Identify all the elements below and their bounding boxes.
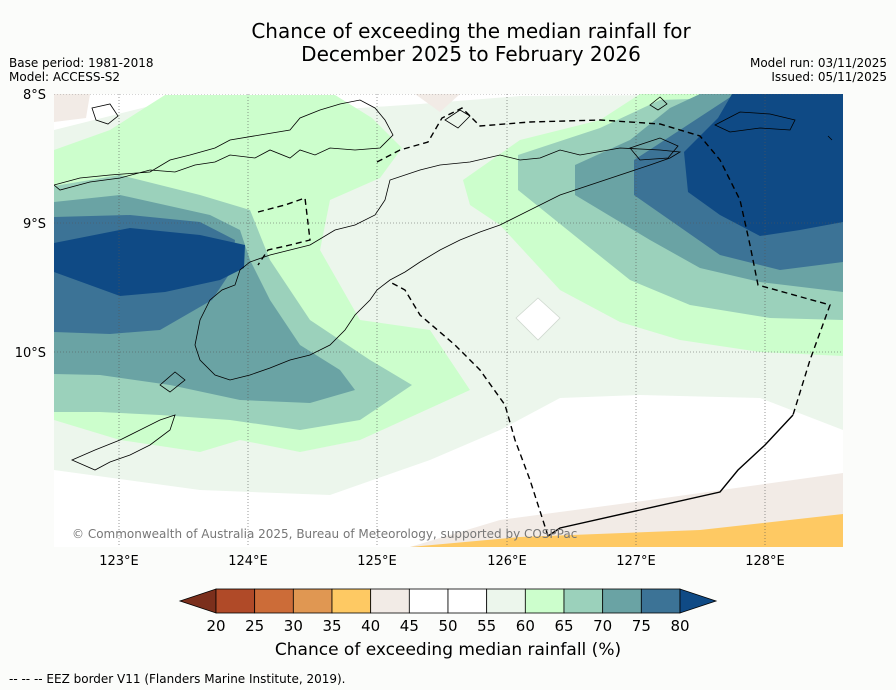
lon-label-124e: 124°E bbox=[228, 554, 268, 569]
colorbar-segment-35-40 bbox=[331, 588, 372, 614]
band-40-45-northwest bbox=[54, 94, 90, 122]
colorbar-segment-50-55 bbox=[447, 588, 488, 614]
lat-label-8s: 8°S bbox=[23, 88, 46, 103]
model-run: Model run: 03/11/2025 bbox=[749, 56, 887, 70]
wetar-coast bbox=[714, 111, 796, 133]
lon-label-127e: 127°E bbox=[616, 554, 656, 569]
map-title: Chance of exceeding the median rainfall … bbox=[0, 20, 896, 66]
colorbar-segment-75-80 bbox=[640, 588, 681, 614]
eez-border-south bbox=[547, 414, 794, 537]
colorbar-tick-75: 75 bbox=[632, 617, 651, 635]
colorbar-segment-55-60 bbox=[486, 588, 526, 614]
colorbar-tick-55: 55 bbox=[477, 617, 496, 635]
lon-label-125e: 125°E bbox=[357, 554, 397, 569]
semau-coast bbox=[159, 371, 186, 393]
longitude-labels: 123°E 124°E 125°E 126°E 127°E 128°E bbox=[99, 554, 785, 569]
colorbar-tick-50: 50 bbox=[438, 617, 457, 635]
colorbar-tick-60: 60 bbox=[516, 617, 535, 635]
colorbar-tick-35: 35 bbox=[322, 617, 341, 635]
issued-date: Issued: 05/11/2025 bbox=[771, 70, 887, 84]
copyright-notice: © Commonwealth of Australia 2025, Bureau… bbox=[72, 527, 577, 541]
lon-label-123e: 123°E bbox=[99, 554, 139, 569]
islet-coast-2 bbox=[827, 135, 833, 141]
rote-coast bbox=[70, 414, 176, 471]
lon-label-126e: 126°E bbox=[487, 554, 527, 569]
base-period: Base period: 1981-2018 bbox=[9, 56, 154, 70]
title-line-1: Chance of exceeding the median rainfall … bbox=[251, 19, 691, 43]
colorbar-tick-70: 70 bbox=[593, 617, 612, 635]
colorbar-tick-20: 20 bbox=[206, 617, 225, 635]
colorbar-segment-40-45 bbox=[370, 588, 410, 614]
colorbar-extend-low bbox=[178, 588, 217, 614]
model-info: Base period: 1981-2018 Model: ACCESS-S2 bbox=[9, 56, 154, 84]
timor-north-coast bbox=[194, 147, 682, 381]
colorbar-segment-30-35 bbox=[292, 588, 333, 614]
band-40-45-north bbox=[415, 94, 460, 112]
colorbar: 20 25 30 35 40 45 50 55 60 65 70 75 80 bbox=[178, 588, 718, 635]
eez-border-north-east bbox=[376, 107, 831, 416]
title-line-2: December 2025 to February 2026 bbox=[301, 42, 641, 66]
colorbar-segment-60-65 bbox=[524, 588, 565, 614]
colorbar-tick-25: 25 bbox=[245, 617, 264, 635]
latitude-labels: 8°S 9°S 10°S bbox=[15, 88, 46, 361]
colorbar-extend-high bbox=[679, 588, 718, 614]
colorbar-tick-40: 40 bbox=[361, 617, 380, 635]
band-35-40-south bbox=[410, 514, 843, 547]
colorbar-tick-45: 45 bbox=[400, 617, 419, 635]
colorbar-segment-20-25 bbox=[215, 588, 256, 614]
eez-footnote: -- -- -- EEZ border V11 (Flanders Marine… bbox=[9, 672, 346, 686]
colorbar-title: Chance of exceeding median rainfall (%) bbox=[274, 640, 622, 660]
band-45-55-diamond bbox=[515, 297, 561, 341]
colorbar-tick-80: 80 bbox=[670, 617, 689, 635]
colorbar-tick-65: 65 bbox=[554, 617, 573, 635]
islet-coast-3 bbox=[444, 109, 471, 129]
band-80-plus-west bbox=[54, 228, 245, 296]
eez-border-timor-sea bbox=[389, 281, 549, 537]
colorbar-segment-65-70 bbox=[563, 588, 604, 614]
coastlines bbox=[54, 96, 833, 471]
atauro-coast bbox=[629, 137, 679, 161]
model-name: Model: ACCESS-S2 bbox=[9, 70, 121, 84]
colorbar-segment-70-75 bbox=[602, 588, 642, 614]
run-info: Model run: 03/11/2025 Issued: 05/11/2025 bbox=[750, 56, 887, 84]
colorbar-segment-25-30 bbox=[254, 588, 294, 614]
colorbar-segment-45-50 bbox=[408, 588, 449, 614]
lon-label-128e: 128°E bbox=[745, 554, 785, 569]
lat-label-10s: 10°S bbox=[15, 346, 46, 361]
eez-borders bbox=[257, 107, 831, 537]
lat-label-9s: 9°S bbox=[23, 217, 46, 232]
small-island-coast bbox=[91, 103, 119, 125]
rainfall-map bbox=[54, 94, 843, 547]
eez-border-oecusse bbox=[257, 197, 311, 266]
alor-pantar-coast bbox=[54, 99, 394, 191]
colorbar-tick-30: 30 bbox=[284, 617, 303, 635]
islet-coast-1 bbox=[649, 96, 668, 111]
